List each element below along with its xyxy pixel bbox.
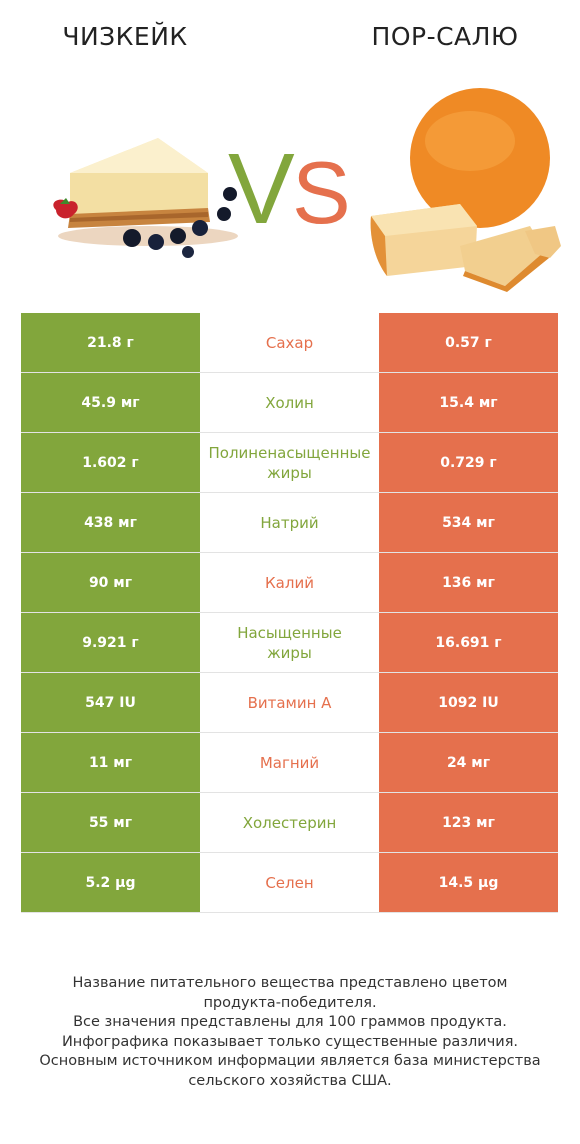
nutrient-name-cell: Витамин А — [247, 693, 332, 712]
row-divider — [21, 552, 558, 553]
vs-s-letter: S — [292, 143, 351, 238]
right-value-cell: 123 мг — [379, 793, 558, 852]
right-value-cell: 16.691 г — [379, 613, 558, 672]
nutrient-name-cell: Калий — [265, 573, 314, 592]
comparison-table: 21.8 г Сахар 0.57 г 45.9 мг Холин 15.4 мг 1.60… — [21, 313, 558, 913]
table-row: 21.8 г Сахар 0.57 г — [21, 313, 558, 373]
left-value-cell: 9.921 г — [21, 613, 200, 672]
table-row: 90 мг Калий 136 мг — [21, 553, 558, 613]
right-value-cell: 136 мг — [379, 553, 558, 612]
right-value-cell: 0.57 г — [379, 313, 558, 372]
left-value-cell: 547 IU — [21, 673, 200, 732]
nutrient-name-cell: Полиненасыщенные жиры — [208, 443, 371, 482]
table-row: 5.2 µg Селен 14.5 µg — [21, 853, 558, 913]
footnote: Название питательного вещества представл… — [20, 974, 560, 1091]
nutrient-name-cell: Селен — [265, 873, 314, 892]
left-value-cell: 90 мг — [21, 553, 200, 612]
nutrient-name-cell: Сахар — [265, 333, 314, 352]
nutrient-name-cell: Натрий — [260, 513, 319, 532]
right-value-cell: 0.729 г — [379, 433, 558, 492]
footnote-line: Все значения представлены для 100 граммо… — [73, 1014, 507, 1030]
row-divider — [21, 732, 558, 733]
footnote-line: Основным источником информации является … — [39, 1053, 541, 1069]
right-value-cell: 1092 IU — [379, 673, 558, 732]
port-salut-image — [370, 88, 561, 292]
nutrient-name-cell: Холестерин — [242, 813, 337, 832]
left-value-cell: 11 мг — [21, 733, 200, 792]
table-row: 438 мг Натрий 534 мг — [21, 493, 558, 553]
row-divider — [21, 372, 558, 373]
footnote-line: продукта-победителя. — [203, 994, 377, 1011]
right-value-cell: 534 мг — [379, 493, 558, 552]
table-row: 55 мг Холестерин 123 мг — [21, 793, 558, 853]
right-value-cell: 24 мг — [379, 733, 558, 792]
footnote-line: Название питательного вещества представл… — [72, 975, 508, 991]
nutrient-name-cell: Насыщенные жиры — [237, 623, 342, 662]
row-divider — [21, 912, 558, 913]
table-row: 1.602 г Полиненасыщенные жиры 0.729 г — [21, 433, 558, 493]
vs-label: V S — [228, 133, 351, 238]
vs-v-letter: V — [228, 133, 295, 238]
nutrient-name-cell: Магний — [259, 753, 320, 772]
cheesecake-image — [53, 138, 238, 258]
left-value-cell: 5.2 µg — [21, 853, 200, 912]
row-divider — [21, 492, 558, 493]
table-row: 547 IU Витамин А 1092 IU — [21, 673, 558, 733]
table-row: 9.921 г Насыщенные жиры 16.691 г — [21, 613, 558, 673]
row-divider — [21, 792, 558, 793]
row-divider — [21, 432, 558, 433]
right-value-cell: 14.5 µg — [379, 853, 558, 912]
table-row: 11 мг Магний 24 мг — [21, 733, 558, 793]
left-value-cell: 45.9 мг — [21, 373, 200, 432]
left-value-cell: 438 мг — [21, 493, 200, 552]
footnote-line: сельского хозяйства США. — [188, 1072, 392, 1089]
right-value-cell: 15.4 мг — [379, 373, 558, 432]
table-row: 45.9 мг Холин 15.4 мг — [21, 373, 558, 433]
left-value-cell: 55 мг — [21, 793, 200, 852]
left-product-title: ЧИЗКЕЙК — [62, 22, 188, 51]
row-divider — [21, 672, 558, 673]
row-divider — [21, 852, 558, 853]
left-value-cell: 21.8 г — [21, 313, 200, 372]
footnote-line: Инфографика показывает только существенн… — [61, 1033, 519, 1050]
nutrient-name-cell: Холин — [265, 393, 314, 412]
right-product-title: ПОР-САЛЮ — [371, 22, 519, 51]
row-divider — [21, 612, 558, 613]
left-value-cell: 1.602 г — [21, 433, 200, 492]
